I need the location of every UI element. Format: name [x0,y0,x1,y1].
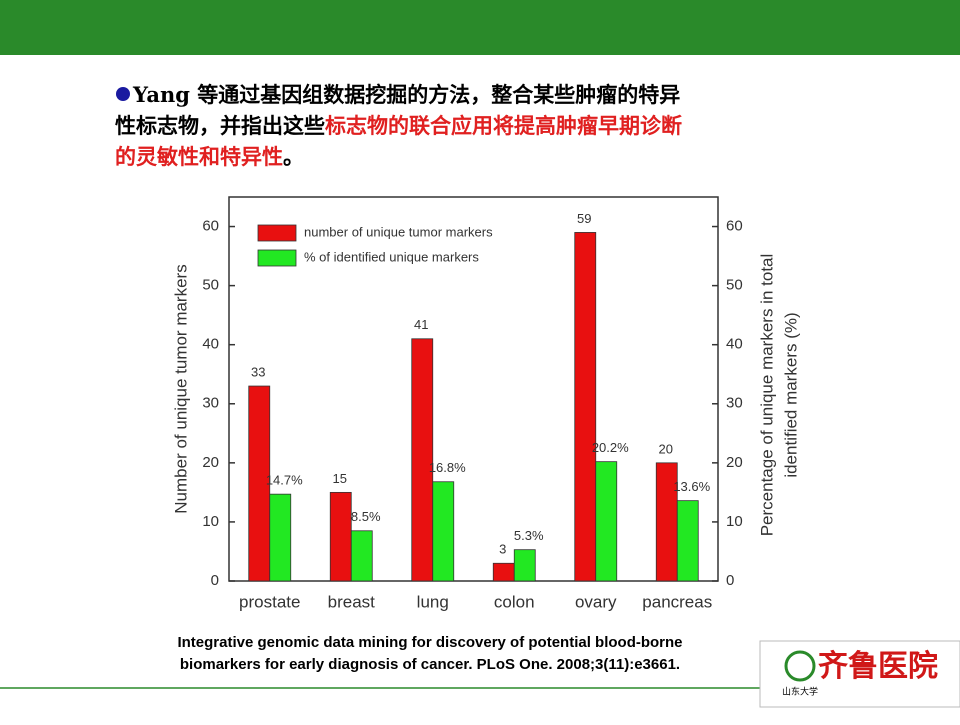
logo-name: 齐鲁医院 [818,649,938,684]
bar [411,338,434,582]
x-tick-label: ovary [575,592,617,611]
y2-tick-label: 30 [726,395,743,412]
bullet-segment: Yang 等通过基因组数据挖掘的方法，整合某些肿瘤的特异 [132,82,680,107]
value-label: 59 [577,211,591,226]
logo-box [759,640,960,708]
bullet-segment: 性标志物，并指出这些 [115,113,325,138]
y2-tick-label: 20 [726,454,743,471]
bar [676,500,699,582]
x-tick-label: prostate [239,592,300,611]
value-label: 5.3% [514,528,544,543]
citation-line: biomarkers for early diagnosis of cancer… [180,656,680,673]
y2-tick-label: 10 [726,513,743,530]
bar [269,493,292,582]
bar [574,232,597,582]
value-label: 20.2% [592,440,629,455]
legend-label: number of unique tumor markers [304,224,493,239]
bar [595,461,618,582]
plot-frame [228,196,719,582]
y-tick-label: 0 [211,572,219,589]
value-label: 20 [659,441,673,456]
value-label: 16.8% [429,460,466,475]
value-label: 33 [251,364,265,379]
bullet-line: 的灵敏性和特异性。 [115,144,304,169]
y-tick-label: 60 [202,218,219,235]
value-label: 41 [414,317,428,332]
y2-tick-label: 0 [726,572,734,589]
y2-axis-label: identified markers (%) [781,312,800,477]
bar [432,481,455,582]
x-tick-label: lung [417,592,449,611]
legend-label: % of identified unique markers [304,249,479,264]
bullet-dot [116,87,130,101]
legend-swatch [257,249,297,267]
legend-swatch [257,224,297,242]
bar [350,530,373,582]
x-tick-label: colon [494,592,535,611]
value-label: 15 [333,471,347,486]
y-tick-label: 30 [202,395,219,412]
bullet-segment: 的灵敏性和特异性 [115,144,283,169]
y2-tick-label: 40 [726,336,743,353]
citation-line: Integrative genomic data mining for disc… [177,634,682,651]
bullet-segment: 。 [283,144,304,169]
value-label: 14.7% [266,473,303,488]
logo-subname: 山东大学 [782,686,818,698]
value-label: 3 [499,542,506,557]
y-tick-label: 50 [202,277,219,294]
value-label: 13.6% [673,479,710,494]
y2-tick-label: 60 [726,218,743,235]
logo-emblem [784,650,816,682]
y2-tick-label: 50 [726,277,743,294]
x-tick-label: breast [328,592,376,611]
header-bar [0,0,960,55]
bullet-segment: 标志物的联合应用将提高肿瘤早期诊断 [325,113,682,138]
y-tick-label: 40 [202,336,219,353]
y-tick-label: 10 [202,513,219,530]
bar [492,562,515,582]
y2-axis-label: Percentage of unique markers in total [757,254,776,537]
bullet-line: 性标志物，并指出这些标志物的联合应用将提高肿瘤早期诊断 [115,113,682,138]
bar [329,491,352,582]
bullet-line: Yang 等通过基因组数据挖掘的方法，整合某些肿瘤的特异 [132,82,680,107]
value-label: 8.5% [351,509,381,524]
y-axis-label: Number of unique tumor markers [171,264,190,513]
bar [513,549,536,582]
y-tick-label: 20 [202,454,219,471]
bar [248,385,271,582]
x-tick-label: pancreas [642,592,712,611]
